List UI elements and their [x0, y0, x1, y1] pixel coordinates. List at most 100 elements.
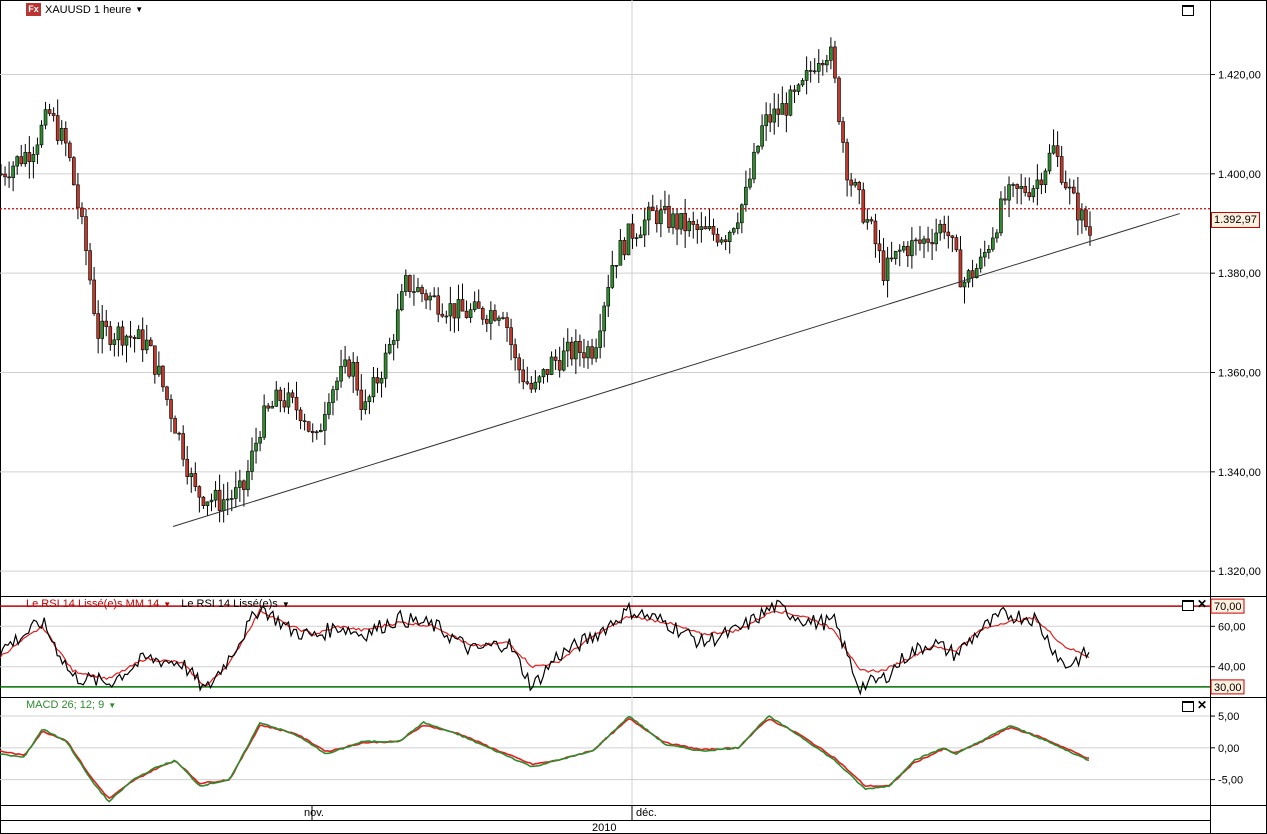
candle-body [1047, 152, 1052, 172]
rsi-ma-line [0, 608, 1090, 687]
chevron-down-icon[interactable]: ▼ [108, 700, 117, 710]
candle-body [270, 406, 275, 409]
maximize-icon[interactable] [1182, 5, 1194, 16]
candle-body [869, 219, 874, 222]
maximize-icon[interactable] [1182, 701, 1194, 712]
candle-body [1031, 188, 1036, 198]
candle-body [314, 431, 319, 434]
candle-body [96, 313, 100, 339]
candle-body [889, 257, 894, 260]
candle-body [683, 213, 687, 232]
candle-body [177, 432, 181, 435]
candle-body [893, 250, 898, 260]
candle-body [254, 442, 258, 452]
candle-body [853, 181, 857, 186]
rsi-legend[interactable]: Le RSI 14 Lissé(e)s MM 14 ▼ Le RSI 14 Li… [26, 598, 290, 610]
candle-body [391, 340, 396, 345]
candle-body [671, 213, 675, 228]
candle-body [877, 243, 882, 252]
candle-body [136, 329, 141, 340]
x-month-label: déc. [636, 807, 657, 819]
candle-body [120, 326, 125, 346]
macd-legend[interactable]: MACD 26; 12; 9 ▼ [26, 699, 116, 711]
y-tick-label: 0,00 [1218, 743, 1239, 755]
candle-body [484, 318, 489, 324]
candle-body [351, 362, 356, 377]
candle-body [347, 359, 351, 377]
y-tick-label: 1.380,00 [1218, 268, 1261, 280]
candle-body [517, 357, 521, 371]
candle-body [169, 399, 173, 419]
symbol-selector[interactable]: Fx XAUUSD 1 heure ▼ [26, 3, 143, 16]
candle-body [978, 256, 983, 269]
trendline [172, 213, 1180, 527]
candle-body [464, 310, 469, 318]
candle-body [744, 186, 748, 206]
candle-body [1011, 184, 1015, 186]
candle-body [132, 337, 137, 340]
candle-body [355, 362, 360, 391]
macd-line [0, 715, 1090, 803]
candle-body [35, 144, 40, 155]
candle-body [707, 225, 712, 230]
candle-body [404, 275, 408, 292]
candle-body [634, 237, 639, 239]
candle-body [590, 346, 594, 359]
fx-icon: Fx [26, 3, 41, 16]
candle-body [88, 250, 92, 281]
candle-body [970, 270, 975, 279]
candle-body [27, 152, 32, 163]
candle-body [0, 173, 3, 176]
candle-body [1007, 184, 1011, 201]
y-tick-label: 1.420,00 [1218, 70, 1261, 82]
candle-body [727, 231, 732, 242]
candle-body [201, 496, 206, 506]
candle-body [719, 239, 724, 243]
candle-body [452, 303, 457, 319]
candle-body [570, 341, 574, 360]
candle-body [153, 345, 157, 375]
candle-body [493, 310, 497, 321]
candle-body [914, 239, 918, 242]
chevron-down-icon[interactable]: ▼ [163, 599, 172, 609]
candle-body [165, 386, 169, 400]
maximize-icon[interactable] [1182, 600, 1194, 611]
candle-body [553, 356, 558, 361]
candle-body [999, 198, 1003, 234]
candle-body [1088, 226, 1092, 236]
candle-body [642, 219, 647, 236]
candle-body [221, 499, 226, 512]
chevron-down-icon[interactable]: ▼ [281, 599, 290, 609]
rsi-line [0, 599, 1090, 696]
close-icon[interactable]: ✕ [1197, 597, 1208, 611]
candle-body [675, 213, 679, 230]
candle-body [934, 232, 938, 245]
chevron-down-icon[interactable]: ▼ [135, 5, 144, 14]
candle-body [938, 223, 943, 234]
candle-body [687, 221, 692, 232]
candle-body [885, 257, 890, 281]
candle-body [55, 115, 60, 141]
candle-body [776, 108, 781, 115]
candle-body [286, 392, 291, 408]
candle-body [112, 339, 117, 345]
macd-signal-line [0, 717, 1090, 800]
candle-body [266, 405, 270, 409]
candle-body [582, 352, 586, 359]
candle-body [323, 414, 327, 431]
candle-body [387, 344, 392, 354]
candle-body [752, 151, 756, 180]
close-icon[interactable]: ✕ [1197, 698, 1208, 712]
candle-body [513, 344, 517, 359]
candle-body [379, 378, 384, 384]
candle-body [1067, 186, 1072, 189]
candle-body [529, 383, 534, 390]
candle-body [84, 216, 88, 251]
candle-body [594, 347, 598, 359]
candle-body [1055, 145, 1060, 157]
candle-body [319, 430, 323, 433]
candle-body [72, 157, 76, 186]
candle-body [691, 221, 696, 225]
candle-body [19, 156, 24, 165]
